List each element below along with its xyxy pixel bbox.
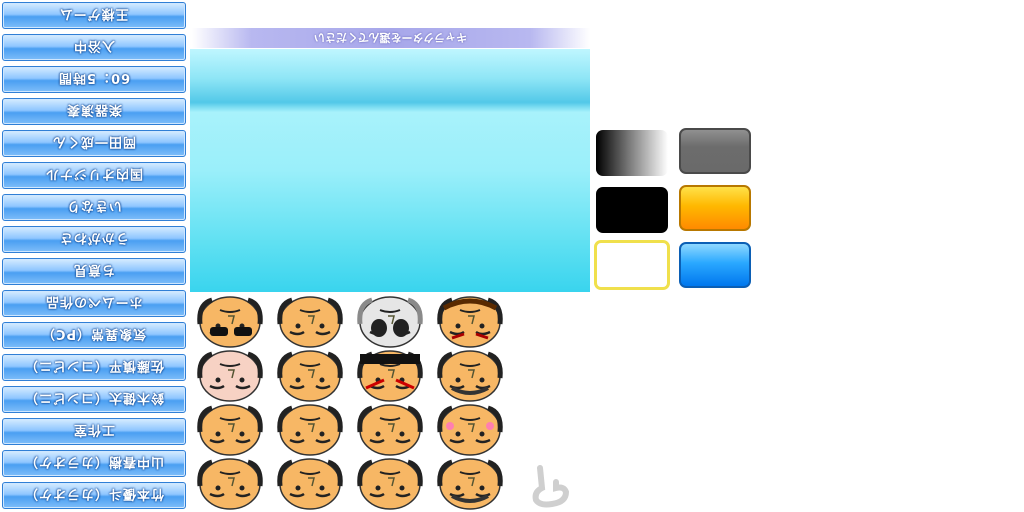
hair-face-icon[interactable] xyxy=(194,404,266,456)
blue-swatch[interactable] xyxy=(679,242,751,288)
tilde-icon xyxy=(530,462,572,508)
skull-face-icon[interactable] xyxy=(354,296,426,348)
menu-item-11[interactable]: 気象異常（PC） xyxy=(2,322,186,349)
mustache-face-icon[interactable] xyxy=(434,458,506,510)
bald-face-icon[interactable] xyxy=(274,350,346,402)
menu-item-label: 国内オリジナル xyxy=(44,166,143,181)
menu-item-label: 工作室 xyxy=(72,422,115,437)
menu-item-label: 佐藤慎平（コンビニ） xyxy=(23,358,164,373)
menu-item-16[interactable]: 竹本優斗（カラオケ） xyxy=(2,482,186,509)
banner-text: キャラクターを選んでください xyxy=(314,31,468,44)
angry-face-icon[interactable] xyxy=(434,296,506,348)
menu-item-10[interactable]: ホームペの作品 xyxy=(2,290,186,317)
orange-swatch[interactable] xyxy=(679,185,751,231)
menu-item-4[interactable]: 楽器演奏 xyxy=(2,98,186,125)
menu-item-label: 入浴中 xyxy=(72,38,115,53)
menu-item-13[interactable]: 鈴木健太（コンビニ） xyxy=(2,386,186,413)
menu-item-6[interactable]: 国内オリジナル xyxy=(2,162,186,189)
pale-face-icon[interactable] xyxy=(194,350,266,402)
menu-item-label: 楽器演奏 xyxy=(65,102,122,117)
gray-swatch[interactable] xyxy=(679,128,751,174)
white-swatch-selected[interactable] xyxy=(594,240,670,290)
menu-item-14[interactable]: 工作室 xyxy=(2,418,186,445)
bald-face-icon[interactable] xyxy=(274,404,346,456)
menu-item-5[interactable]: 岡田一成くん xyxy=(2,130,186,157)
menu-item-label: 山中春樹（カラオケ） xyxy=(23,454,164,469)
gradient-swatch[interactable] xyxy=(596,130,668,176)
menu-item-7[interactable]: いきなり xyxy=(2,194,186,221)
menu-item-label: 竹本優斗（カラオケ） xyxy=(23,486,164,501)
menu-item-label: 王様ゲーム xyxy=(59,6,129,21)
round-face-icon[interactable] xyxy=(274,458,346,510)
blush-face-icon[interactable] xyxy=(434,404,506,456)
sunglasses-face-icon[interactable] xyxy=(194,296,266,348)
shouting-face-icon[interactable] xyxy=(194,458,266,510)
menu-item-label: いきなり xyxy=(65,198,122,213)
menu-item-label: 鈴木健太（コンビニ） xyxy=(23,390,164,405)
menu-item-label: 60：5時間 xyxy=(57,70,131,85)
menu-item-8[interactable]: うかがわさ xyxy=(2,226,186,253)
menu-item-12[interactable]: 佐藤慎平（コンビニ） xyxy=(2,354,186,381)
title-banner: キャラクターを選んでください xyxy=(192,28,590,48)
menu-item-15[interactable]: 山中春樹（カラオケ） xyxy=(2,450,186,477)
stern-face-icon[interactable] xyxy=(354,458,426,510)
menu-item-3[interactable]: 60：5時間 xyxy=(2,66,186,93)
menu-item-label: ホームペの作品 xyxy=(45,294,143,309)
frown-face-icon[interactable] xyxy=(354,404,426,456)
black-swatch[interactable] xyxy=(596,187,668,233)
menu-item-label: うかがわさ xyxy=(58,230,129,245)
beard-face-icon[interactable] xyxy=(434,350,506,402)
menu-item-9[interactable]: ち意見 xyxy=(2,258,186,285)
bald-face-icon[interactable] xyxy=(274,296,346,348)
menu-item-1[interactable]: 王様ゲーム xyxy=(2,2,186,29)
kabuki-face-icon[interactable] xyxy=(354,350,426,402)
menu-item-2[interactable]: 入浴中 xyxy=(2,34,186,61)
menu-item-label: ち意見 xyxy=(72,262,115,277)
preview-panel xyxy=(190,49,590,292)
menu-item-label: 岡田一成くん xyxy=(51,134,136,149)
menu-item-label: 気象異常（PC） xyxy=(41,326,147,341)
